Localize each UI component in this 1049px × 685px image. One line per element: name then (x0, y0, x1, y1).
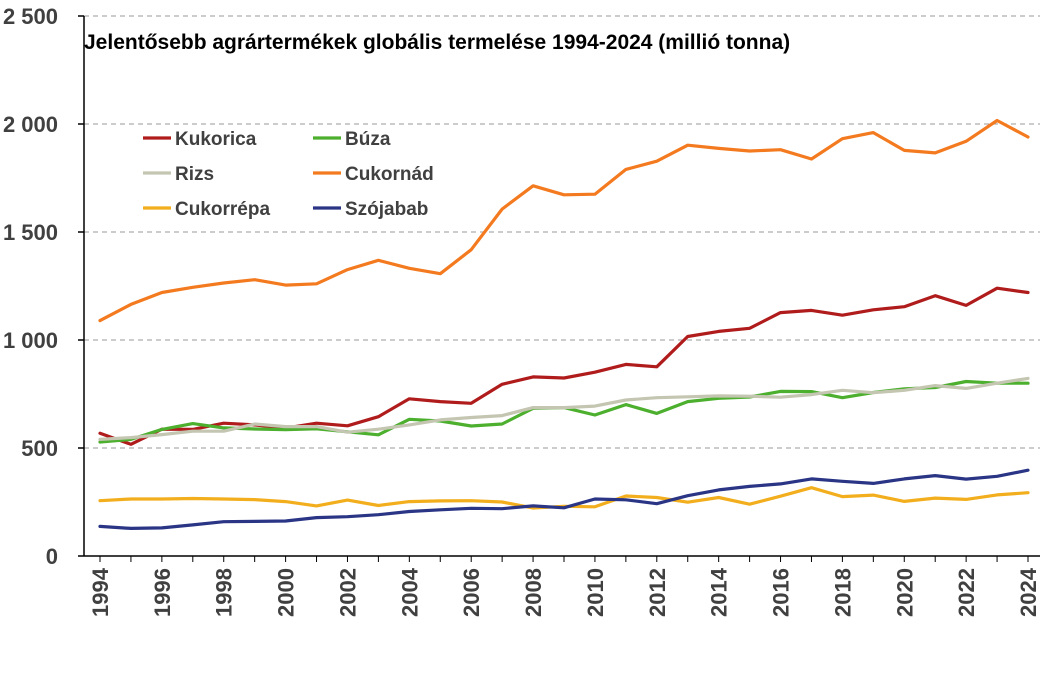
y-tick-label: 1 000 (3, 328, 58, 353)
x-tick-label: 2002 (335, 568, 360, 617)
y-tick-label: 0 (46, 544, 58, 569)
x-tick-label: 2020 (892, 568, 917, 617)
legend-label: Rizs (175, 164, 214, 185)
series-line-cukorrépa (98, 486, 1030, 510)
series-line-szójabab (98, 468, 1030, 530)
legend-label: Cukornád (345, 164, 434, 185)
series-line-kukorica (98, 286, 1030, 446)
series-line-rizs (98, 376, 1030, 441)
x-tick-label: 2006 (459, 568, 484, 617)
legend-label: Cukorrépa (175, 199, 270, 220)
x-tick-label: 2024 (1016, 567, 1041, 617)
series-line-cukornád (98, 118, 1030, 323)
y-tick-label: 500 (21, 436, 58, 461)
x-tick-label: 2000 (274, 568, 299, 617)
legend-label: Kukorica (175, 129, 257, 150)
chart-title: Jelentősebb agrártermékek globális terme… (84, 31, 790, 54)
x-tick-label: 2008 (521, 568, 546, 617)
x-tick-label: 2016 (769, 568, 794, 617)
x-tick-label: 1996 (150, 568, 175, 617)
y-tick-labels: 0 500 1 000 1 500 2 000 2 500 (3, 4, 58, 569)
x-tick-label: 1994 (88, 567, 113, 617)
axes (78, 15, 1040, 562)
x-tick-label: 1998 (212, 568, 237, 617)
legend-label: Búza (345, 129, 391, 150)
x-tick-label: 2022 (954, 568, 979, 617)
y-tick-label: 1 500 (3, 220, 58, 245)
x-tick-labels: 1994 1996 1998 2000 2002 2004 2006 2008 2010 2012… (88, 567, 1041, 617)
series-lines (98, 118, 1030, 530)
y-tick-label: 2 000 (3, 112, 58, 137)
x-tick-label: 2014 (707, 567, 732, 617)
x-tick-label: 2004 (397, 567, 422, 617)
legend-label: Szójabab (345, 199, 428, 220)
legend: Kukorica Búza Rizs Cukornád Cukorrépa Szójaba… (143, 129, 434, 220)
x-tick-label: 2012 (645, 568, 670, 617)
gridlines (84, 15, 1040, 449)
x-tick-label: 2010 (583, 568, 608, 617)
y-tick-label: 2 500 (3, 4, 58, 29)
x-tick-label: 2018 (830, 568, 855, 617)
